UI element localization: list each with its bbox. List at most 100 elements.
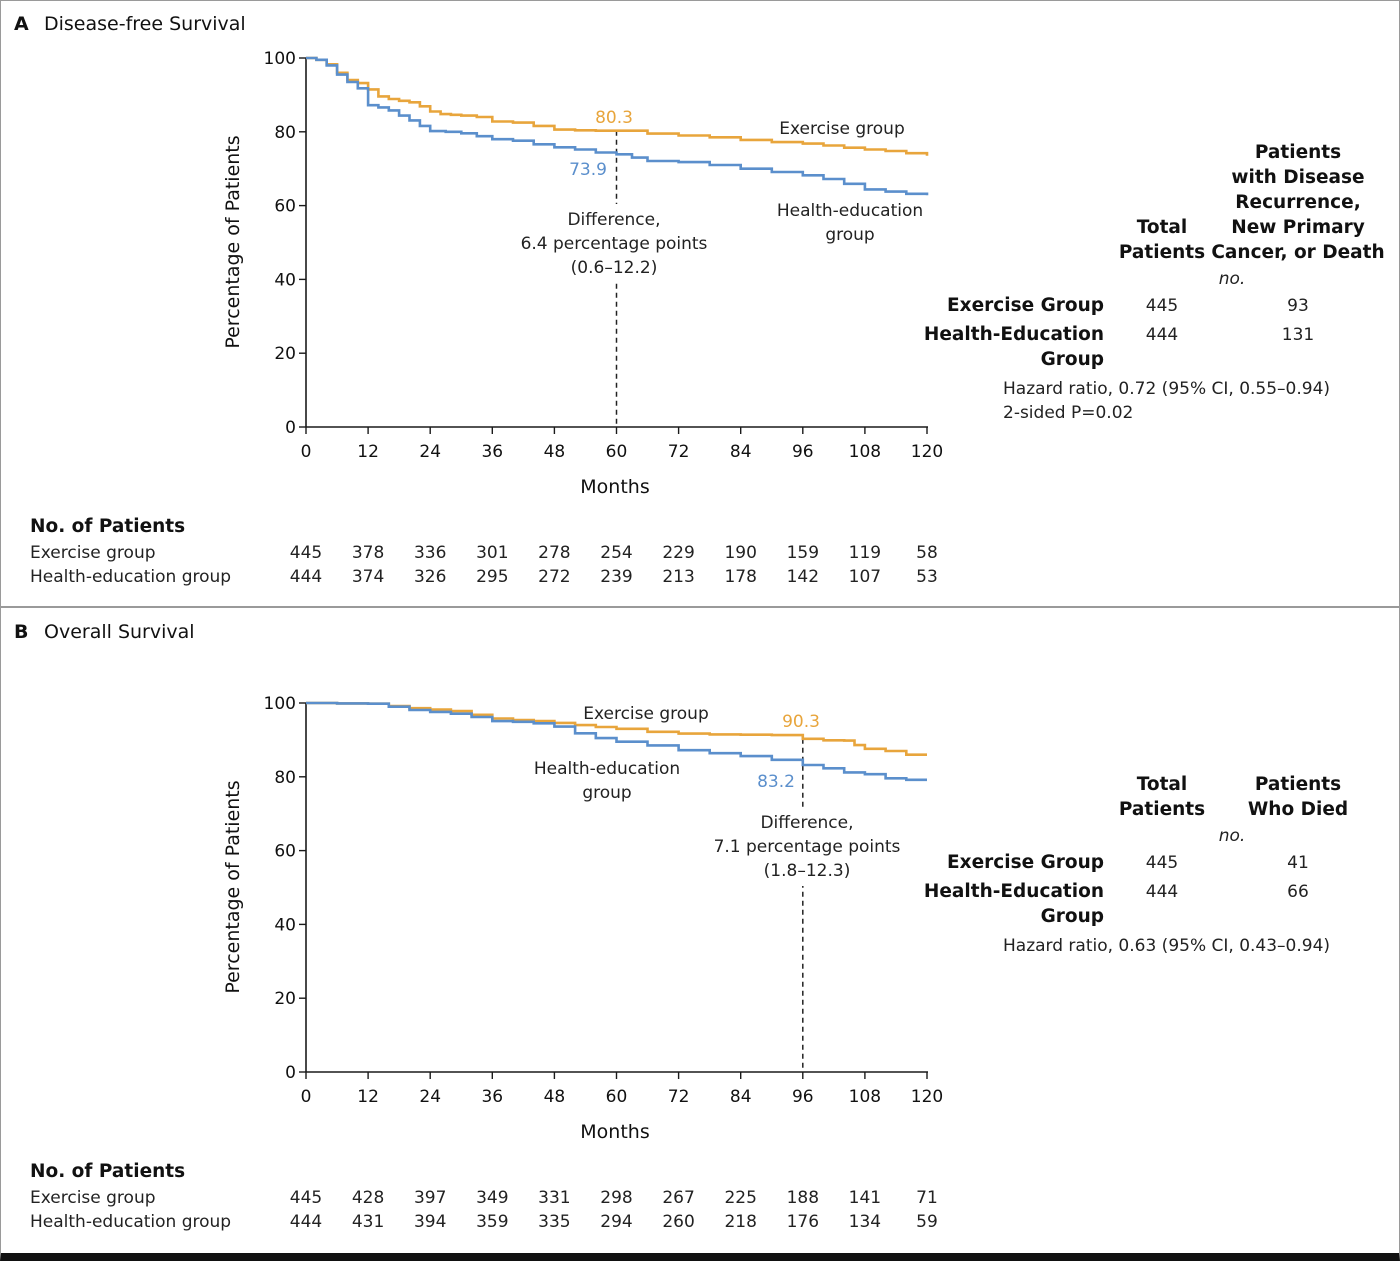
panel-b-risk-health-count: 431 bbox=[352, 1212, 384, 1232]
panel-b-row2-total: 444 bbox=[1146, 882, 1178, 902]
panel-a-risk-exercise-count: 378 bbox=[352, 543, 384, 563]
panel-a-summary-table: Total Patients Patients with Disease Rec… bbox=[924, 142, 1385, 423]
panel-b-risk-exercise-count: 298 bbox=[600, 1188, 632, 1208]
panel-a-x-tick-label: 48 bbox=[544, 442, 566, 462]
panel-a: A Disease-free Survival Percentage of Pa… bbox=[14, 13, 1385, 587]
panel-a-x-tick-label: 24 bbox=[419, 442, 441, 462]
panel-b-difference-line3: (1.8–12.3) bbox=[764, 861, 851, 881]
panel-a-hazard-ratio: Hazard ratio, 0.72 (95% CI, 0.55–0.94) bbox=[1003, 379, 1330, 399]
panel-b-row1-label: Exercise Group bbox=[947, 852, 1104, 873]
panel-b-health-value: 83.2 bbox=[757, 772, 795, 792]
panel-b-letter: B bbox=[14, 621, 28, 643]
panel-a-row1-label: Exercise Group bbox=[947, 295, 1104, 316]
panel-b-risk-health-count: 444 bbox=[290, 1212, 322, 1232]
panel-a-title: Disease-free Survival bbox=[44, 13, 246, 35]
panel-b-y-tick-label: 60 bbox=[274, 842, 296, 862]
panel-a-risk-health-count: 213 bbox=[662, 567, 694, 587]
panel-a-risk-health-label: Health-education group bbox=[30, 567, 231, 587]
panel-a-risk-health-count: 107 bbox=[849, 567, 881, 587]
panel-b-risk-exercise-count: 267 bbox=[662, 1188, 694, 1208]
panel-b-exercise-curve bbox=[306, 701, 927, 756]
panel-a-exercise-curve bbox=[306, 56, 929, 156]
panel-b-risk-health-count: 218 bbox=[724, 1212, 756, 1232]
panel-a-y-axis-label: Percentage of Patients bbox=[222, 135, 244, 348]
panel-a-col2-header-line4: New Primary bbox=[1231, 217, 1365, 238]
panel-a-exercise-value: 80.3 bbox=[595, 108, 633, 128]
panel-b-y-tick-label: 40 bbox=[274, 915, 296, 935]
panel-a-risk-exercise-count: 301 bbox=[476, 543, 508, 563]
panel-a-x-tick-label: 84 bbox=[730, 442, 752, 462]
panel-a-x-axis-label: Months bbox=[580, 476, 649, 498]
panel-a-x-tick-label: 0 bbox=[301, 442, 312, 462]
panel-a-risk-exercise-count: 58 bbox=[916, 543, 938, 563]
panel-a-x-tick-label: 96 bbox=[792, 442, 814, 462]
panel-a-risk-exercise-label: Exercise group bbox=[30, 543, 156, 563]
panel-b-curves bbox=[306, 701, 927, 782]
panel-b-y-tick-label: 100 bbox=[264, 694, 296, 714]
panel-b-row2-label-line1: Health-Education bbox=[924, 881, 1104, 902]
panel-b-risk-exercise-count: 141 bbox=[849, 1188, 881, 1208]
panel-b-x-axis-label: Months bbox=[580, 1121, 649, 1143]
panel-b-x-tick-label: 84 bbox=[730, 1087, 752, 1107]
panel-a-col2-header-line3: Recurrence, bbox=[1235, 192, 1360, 213]
panel-b-x-tick-label: 0 bbox=[301, 1087, 312, 1107]
panel-b-x-tick-label: 12 bbox=[357, 1087, 379, 1107]
panel-b-risk-exercise-label: Exercise group bbox=[30, 1188, 156, 1208]
panel-a-y-tick-label: 40 bbox=[274, 270, 296, 290]
panel-a-x-tick-label: 120 bbox=[911, 442, 943, 462]
panel-b-row2-label-line2: Group bbox=[1041, 906, 1104, 927]
panel-b-risk-exercise-count: 349 bbox=[476, 1188, 508, 1208]
panel-b-risk-health-count: 335 bbox=[538, 1212, 570, 1232]
panel-a-risk-health-count: 444 bbox=[290, 567, 322, 587]
panel-a-row2-events: 131 bbox=[1282, 325, 1314, 345]
panel-b-col1-header-line1: Total bbox=[1137, 774, 1188, 795]
panel-a-risk-health-count: 374 bbox=[352, 567, 384, 587]
panel-b-risk-health-count: 394 bbox=[414, 1212, 446, 1232]
panel-b-row1-events: 41 bbox=[1287, 853, 1309, 873]
panel-b-risk-exercise-count: 445 bbox=[290, 1188, 322, 1208]
panel-b-exercise-label: Exercise group bbox=[583, 704, 709, 724]
panel-b-risk-health-label: Health-education group bbox=[30, 1212, 231, 1232]
panel-b-risk-health-count: 134 bbox=[849, 1212, 881, 1232]
panel-a-y-tick-label: 80 bbox=[274, 123, 296, 143]
panel-b-x-tick-label: 96 bbox=[792, 1087, 814, 1107]
panel-a-difference-backdrop bbox=[516, 204, 712, 280]
panel-b-health-label-line2: group bbox=[582, 783, 631, 803]
panel-a-row1-events: 93 bbox=[1287, 296, 1309, 316]
panel-a-risk-health-count: 326 bbox=[414, 567, 446, 587]
panel-b-health-education-curve bbox=[306, 701, 927, 782]
panel-a-health-label-line1: Health-education bbox=[777, 201, 923, 221]
panel-a-risk-health-count: 178 bbox=[724, 567, 756, 587]
panel-b-col2-header-line2: Who Died bbox=[1248, 799, 1348, 820]
panel-b-y-axis-label: Percentage of Patients bbox=[222, 780, 244, 993]
panel-b-axes: 0 20 40 60 80 100 0 12 24 36 48 60 72 84 96 108 120 bbox=[264, 694, 944, 1107]
panel-a-curves bbox=[306, 56, 929, 196]
panel-b-y-tick-label: 0 bbox=[285, 1063, 296, 1083]
panel-a-risk-header: No. of Patients bbox=[30, 516, 185, 537]
panel-a-x-tick-label: 72 bbox=[668, 442, 690, 462]
panel-b-risk-health-count: 294 bbox=[600, 1212, 632, 1232]
panel-b-hazard-ratio: Hazard ratio, 0.63 (95% CI, 0.43–0.94) bbox=[1003, 936, 1330, 956]
panel-a-y-tick-label: 100 bbox=[264, 49, 296, 69]
panel-a-x-tick-label: 108 bbox=[849, 442, 881, 462]
panel-b-risk-exercise-count: 225 bbox=[724, 1188, 756, 1208]
panel-b-x-tick-label: 72 bbox=[668, 1087, 690, 1107]
panel-b-risk-exercise-count: 188 bbox=[787, 1188, 819, 1208]
panel-a-y-tick-label: 0 bbox=[285, 418, 296, 438]
panel-b-x-tick-label: 48 bbox=[544, 1087, 566, 1107]
panel-a-y-tick-label: 60 bbox=[274, 197, 296, 217]
panel-b-risk-exercise-count: 428 bbox=[352, 1188, 384, 1208]
panel-b-y-tick-label: 20 bbox=[274, 989, 296, 1009]
panel-a-row2-label-line2: Group bbox=[1041, 349, 1104, 370]
panel-a-row2-label-line1: Health-Education bbox=[924, 324, 1104, 345]
panel-b-risk-exercise-count: 331 bbox=[538, 1188, 570, 1208]
panel-divider bbox=[0, 606, 1400, 608]
panel-a-risk-exercise-count: 278 bbox=[538, 543, 570, 563]
panel-a-x-tick-label: 60 bbox=[606, 442, 628, 462]
panel-a-col2-header-line2: with Disease bbox=[1231, 167, 1364, 188]
panel-b-y-tick-label: 80 bbox=[274, 768, 296, 788]
panel-a-col1-header-line2: Patients bbox=[1119, 242, 1205, 263]
panel-a-row1-total: 445 bbox=[1146, 296, 1178, 316]
panel-b-risk-exercise-count: 397 bbox=[414, 1188, 446, 1208]
